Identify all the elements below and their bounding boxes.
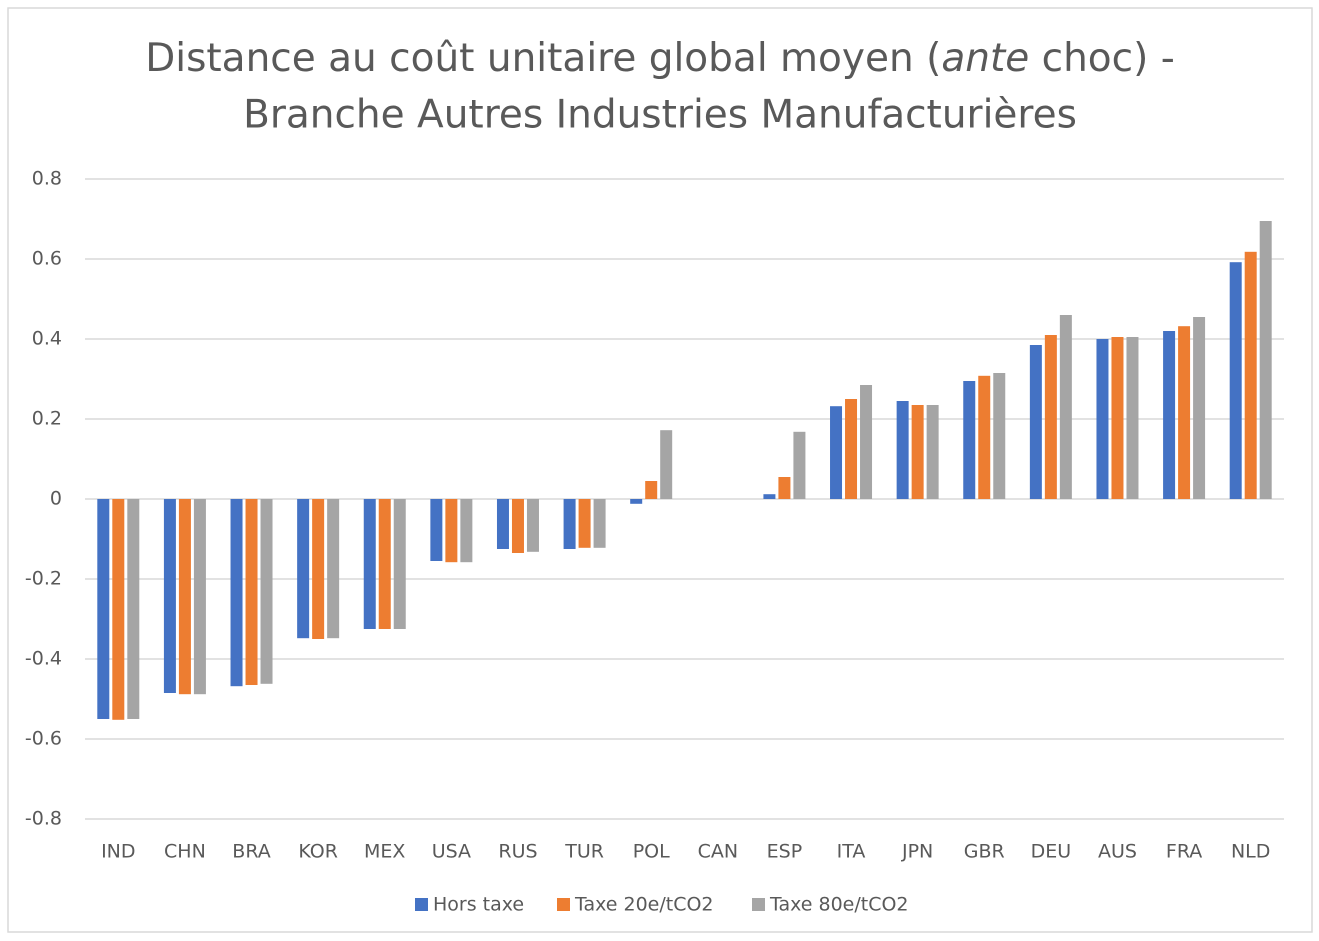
bar (978, 375, 991, 499)
bar (845, 399, 858, 499)
x-tick-label: GBR (964, 841, 1005, 863)
x-tick-label: DEU (1031, 841, 1072, 863)
x-tick-label: ESP (767, 841, 803, 863)
legend-label: Taxe 80e/tCO2 (769, 894, 909, 916)
bar (993, 373, 1006, 499)
bar (327, 499, 340, 639)
bar (1044, 335, 1057, 499)
bar (1111, 337, 1124, 499)
bar (860, 385, 873, 499)
y-tick-label: 0.8 (32, 168, 62, 190)
bar (193, 499, 206, 695)
x-tick-label: ITA (837, 841, 866, 863)
y-tick-label: 0.4 (32, 328, 62, 350)
x-tick-label: CHN (164, 841, 206, 863)
y-tick-label: -0.6 (25, 728, 62, 750)
x-tick-label: TUR (564, 841, 604, 863)
x-tick-label: FRA (1166, 841, 1202, 863)
legend-label: Taxe 20e/tCO2 (574, 894, 714, 916)
x-tick-label: RUS (498, 841, 537, 863)
bar (1096, 339, 1109, 499)
bar (496, 499, 509, 549)
x-tick-label: KOR (298, 841, 338, 863)
bar (1259, 221, 1272, 499)
y-tick-label: -0.8 (25, 808, 62, 830)
legend-swatch (557, 898, 570, 911)
bar (127, 499, 140, 719)
legend-swatch (752, 898, 765, 911)
title-part: choc) - (1029, 36, 1175, 81)
bar (1193, 317, 1206, 499)
bar (430, 499, 443, 561)
bar (778, 477, 791, 499)
x-tick-label: BRA (232, 841, 270, 863)
bar (312, 499, 325, 639)
bar (896, 401, 909, 499)
bar (445, 499, 458, 563)
bar (563, 499, 576, 549)
y-tick-label: 0 (50, 488, 62, 510)
chart-frame (7, 7, 1313, 933)
bar (1229, 262, 1242, 499)
title-part: Distance au coût unitaire global moyen ( (145, 36, 941, 81)
legend-swatch (415, 898, 428, 911)
bar (793, 431, 806, 499)
title-part: ante (941, 36, 1029, 81)
bar (1059, 315, 1072, 499)
chart-title: Branche Autres Industries Manufacturière… (243, 93, 1077, 138)
bar (511, 499, 524, 553)
bar (460, 499, 473, 563)
y-tick-label: 0.6 (32, 248, 62, 270)
bar (163, 499, 176, 693)
bar (1029, 345, 1042, 499)
bar (645, 481, 658, 499)
bar (593, 499, 606, 548)
x-tick-label: NLD (1231, 841, 1270, 863)
bar (1163, 331, 1176, 499)
bar (830, 406, 843, 499)
bar (260, 499, 273, 684)
bar (578, 499, 591, 548)
bar (112, 499, 125, 720)
bar (763, 494, 776, 499)
x-tick-label: IND (101, 841, 135, 863)
x-tick-label: AUS (1098, 841, 1137, 863)
bar (97, 499, 110, 719)
bar (178, 499, 191, 695)
bar (1178, 326, 1191, 499)
bar (1126, 337, 1139, 499)
bar (245, 499, 258, 685)
bar (526, 499, 539, 552)
bar (297, 499, 310, 639)
bar (1244, 251, 1257, 499)
x-tick-label: JPN (901, 841, 933, 863)
y-tick-label: -0.2 (25, 568, 62, 590)
y-tick-label: -0.4 (25, 648, 62, 670)
bar (660, 430, 673, 499)
bar (926, 405, 939, 499)
bar (963, 381, 976, 499)
x-tick-label: CAN (698, 841, 738, 863)
bar (363, 499, 376, 629)
bar (378, 499, 391, 629)
y-tick-label: 0.2 (32, 408, 62, 430)
bar (230, 499, 243, 687)
legend-label: Hors taxe (433, 894, 524, 916)
bar (393, 499, 406, 629)
x-tick-label: MEX (364, 841, 405, 863)
chart-title: Distance au coût unitaire global moyen (… (145, 36, 1175, 81)
x-tick-label: POL (633, 841, 670, 863)
x-tick-label: USA (432, 841, 471, 863)
bar (911, 405, 924, 499)
bar (630, 499, 643, 504)
